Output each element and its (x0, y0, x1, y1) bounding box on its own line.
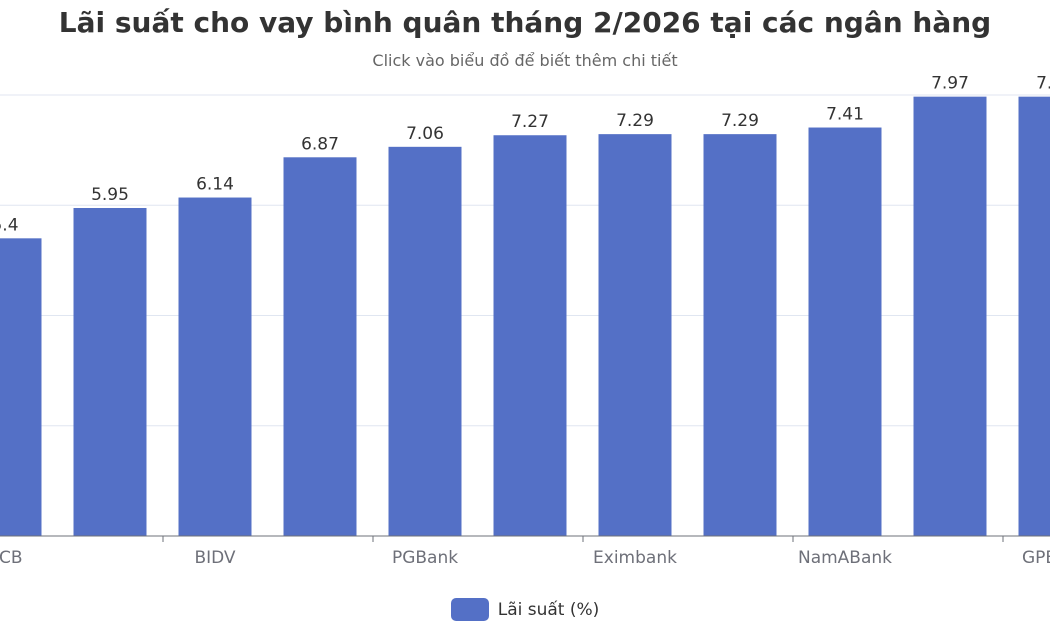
x-tick-label: GPBank (1022, 548, 1050, 568)
bar-value-label: 7.27 (511, 112, 549, 132)
bar[interactable] (178, 197, 252, 536)
legend[interactable]: Lãi suất (%) (0, 598, 1050, 621)
bar[interactable] (1018, 96, 1050, 536)
bar[interactable] (388, 146, 462, 536)
bar[interactable] (913, 96, 987, 536)
bar-value-label: 5.4 (0, 215, 19, 235)
bar-value-label: 6.14 (196, 175, 234, 195)
x-tick-label: Eximbank (593, 548, 677, 568)
chart-subtitle: Click vào biểu đồ để biết thêm chi tiết (372, 51, 678, 70)
bar[interactable] (0, 238, 42, 536)
chart-title: Lãi suất cho vay bình quân tháng 2/2026 … (58, 6, 992, 39)
x-tick-label: NamABank (798, 548, 892, 568)
bar[interactable] (283, 157, 357, 536)
bar[interactable] (703, 134, 777, 537)
legend-swatch[interactable] (450, 598, 489, 621)
bar-value-label: 5.95 (91, 185, 129, 205)
bar[interactable] (493, 135, 567, 536)
bar-value-label: 7.97 (931, 74, 969, 94)
bar-value-label: 7.06 (406, 124, 444, 144)
x-axis: VCB BIDV PGBank Eximbank NamABank GPBank (0, 535, 1050, 568)
bar[interactable] (73, 208, 147, 536)
bars[interactable] (0, 96, 1050, 537)
bar-value-label: 7.41 (826, 105, 864, 125)
x-tick-label: BIDV (194, 548, 235, 568)
bar[interactable] (598, 134, 672, 537)
bar-value-label: 7.29 (721, 111, 759, 131)
x-tick-label: VCB (0, 548, 23, 568)
bar-value-label: 6.87 (301, 134, 339, 154)
legend-label[interactable]: Lãi suất (%) (497, 599, 600, 620)
value-labels: 5.4 5.95 6.14 6.87 7.06 7.27 7.29 7.29 7.41 7.97 7… (0, 74, 1050, 236)
bar[interactable] (808, 127, 882, 537)
x-tick-label: PGBank (392, 548, 458, 568)
bar-value-label: 7.29 (616, 111, 654, 131)
bar-value-label: 7.97 (1036, 74, 1050, 94)
